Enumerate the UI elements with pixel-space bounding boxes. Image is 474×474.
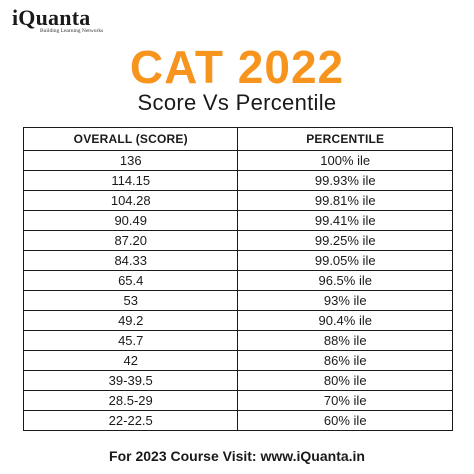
table-row: 65.4 96.5% ile [22, 270, 453, 291]
table-row: 84.33 99.05% ile [22, 250, 453, 271]
score-cell: 90.49 [22, 210, 239, 231]
header-percentile: PERCENTILE [237, 127, 453, 151]
table-row: 136 100% ile [22, 150, 453, 171]
percentile-cell: 86% ile [237, 350, 453, 371]
table-row: 22-22.5 60% ile [22, 410, 453, 431]
score-cell: 53 [22, 290, 239, 311]
header-overall-score: OVERALL (SCORE) [22, 127, 239, 151]
percentile-cell: 70% ile [237, 390, 453, 411]
score-cell: 49.2 [22, 310, 239, 331]
score-cell: 136 [22, 150, 239, 171]
percentile-cell: 100% ile [237, 150, 453, 171]
table-row: 28.5-29 70% ile [22, 390, 453, 411]
table-row: 49.2 90.4% ile [22, 310, 453, 331]
table-row: 87.20 99.25% ile [22, 230, 453, 251]
table-row: 39-39.5 80% ile [22, 370, 453, 391]
table-row: 114.15 99.93% ile [22, 170, 453, 191]
percentile-cell: 99.81% ile [237, 190, 453, 211]
table-row: 53 93% ile [22, 290, 453, 311]
score-cell: 114.15 [22, 170, 239, 191]
page-title: CAT 2022 [129, 41, 345, 93]
percentile-cell: 99.25% ile [237, 230, 453, 251]
logo-tagline: Building Learning Networks [40, 28, 104, 34]
score-cell: 87.20 [22, 230, 239, 251]
percentile-cell: 88% ile [237, 330, 453, 351]
score-cell: 39-39.5 [22, 370, 239, 391]
page-subtitle: Score Vs Percentile [137, 90, 337, 115]
percentile-cell: 99.93% ile [237, 170, 453, 191]
percentile-cell: 80% ile [237, 370, 453, 391]
brand-logo: iQuanta Building Learning Networks [12, 5, 104, 35]
percentile-cell: 96.5% ile [237, 270, 453, 291]
table-row: 45.7 88% ile [22, 330, 453, 351]
percentile-cell: 93% ile [237, 290, 453, 311]
score-percentile-table: OVERALL (SCORE) PERCENTILE 136 100% ile 11… [22, 127, 453, 431]
table-body: 136 100% ile 114.15 99.93% ile 104.28 99.81% … [22, 150, 453, 431]
percentile-cell: 90.4% ile [237, 310, 453, 331]
footer-course-link: For 2023 Course Visit: www.iQuanta.in [109, 448, 365, 464]
score-cell: 104.28 [22, 190, 239, 211]
table-row: 90.49 99.41% ile [22, 210, 453, 231]
score-cell: 84.33 [22, 250, 239, 271]
score-cell: 28.5-29 [22, 390, 239, 411]
table-row: 42 86% ile [22, 350, 453, 371]
percentile-cell: 99.41% ile [237, 210, 453, 231]
logo-name: iQuanta [12, 5, 91, 30]
percentile-cell: 60% ile [237, 410, 453, 431]
table-header-row: OVERALL (SCORE) PERCENTILE [22, 127, 453, 151]
score-cell: 42 [22, 350, 239, 371]
percentile-cell: 99.05% ile [237, 250, 453, 271]
score-cell: 45.7 [22, 330, 239, 351]
score-cell: 22-22.5 [22, 410, 239, 431]
score-cell: 65.4 [22, 270, 239, 291]
table-row: 104.28 99.81% ile [22, 190, 453, 211]
